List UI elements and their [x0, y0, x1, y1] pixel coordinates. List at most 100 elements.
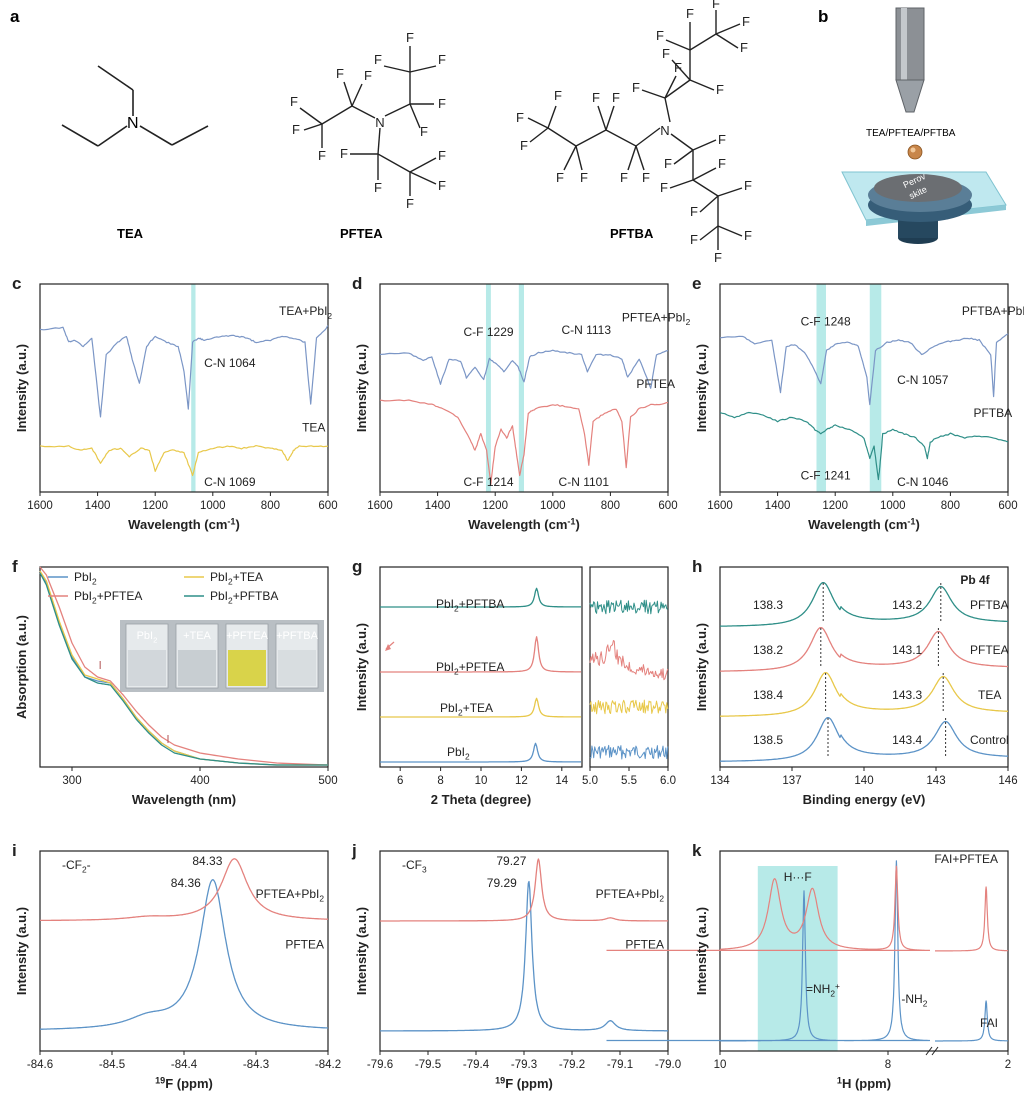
highlight-band — [485, 284, 491, 492]
line-break — [930, 948, 934, 954]
highlight-band — [191, 284, 196, 492]
bond — [664, 79, 691, 99]
y-axis-label: Intensity (a.u.) — [354, 344, 369, 432]
fluorine-atom: F — [656, 28, 664, 43]
bond — [563, 145, 577, 171]
bond — [715, 33, 739, 49]
fluorine-atom: F — [438, 178, 446, 193]
bond — [671, 59, 691, 81]
x-tick-label: 400 — [190, 775, 209, 787]
fluorine-atom: F — [742, 14, 750, 29]
panel-letter-j: j — [351, 841, 357, 860]
bond — [377, 127, 381, 155]
panel-d: d C-F 1229 C-N 1113 PFTEA+PbI2​ PFTEA C-F 121… — [352, 274, 691, 532]
peak-label: =NH2+​ — [806, 981, 840, 999]
x-tick-label: 1200 — [822, 500, 848, 512]
fluorine-atom: F — [290, 94, 298, 109]
series-line — [40, 879, 328, 1030]
series-line — [606, 865, 931, 951]
x-tick-label: 8 — [885, 1059, 891, 1071]
bond — [351, 105, 376, 119]
vial-liquid — [128, 650, 166, 686]
legend-label: PbI2​+PFTBA — [210, 589, 278, 606]
series-line — [380, 742, 581, 763]
fluorine-atom: F — [374, 180, 382, 195]
fluorine-atom: F — [592, 90, 600, 105]
bond — [664, 97, 671, 123]
highlight-band — [869, 284, 882, 492]
bond — [635, 145, 645, 171]
x-axis-label: Wavelength (cm-1​) — [808, 516, 920, 532]
bond — [321, 105, 353, 125]
bond — [717, 187, 743, 197]
x-tick-label: -79.2 — [559, 1059, 585, 1071]
panel-k: k H···F FAI FAI+PFTEA =NH2+​ -NH2​ 10 8 2 1H (ppm… — [606, 841, 1011, 1091]
vial-label: +PFTEA — [226, 630, 269, 642]
x-tick-label: 5.0 — [582, 775, 598, 787]
inset-noise-line — [589, 744, 669, 760]
plot-frame — [379, 283, 669, 493]
peak-annotation: C-N 1057 — [897, 373, 949, 387]
fluorine-atom: F — [718, 156, 726, 171]
x-tick-label: -79.4 — [463, 1059, 490, 1071]
x-tick-label: 500 — [318, 775, 337, 787]
peak-value-label: 84.36 — [171, 876, 201, 890]
x-tick-label: 1600 — [707, 500, 733, 512]
series-line — [379, 399, 668, 485]
x-axis-label: Binding energy (eV) — [803, 792, 926, 807]
plot-frame — [39, 566, 329, 768]
peak-annotation: PFTEA — [636, 377, 675, 391]
x-axis-label: 2 Theta (degree) — [431, 792, 531, 807]
x-tick-label: 600 — [998, 500, 1017, 512]
fluorine-atom: F — [420, 124, 428, 139]
bond — [409, 157, 437, 173]
fluorine-atom: F — [744, 178, 752, 193]
series-line — [40, 858, 328, 922]
bond — [575, 129, 607, 147]
bond — [575, 145, 583, 171]
axis-break — [931, 1046, 939, 1056]
bond — [689, 33, 717, 51]
legend-label: PbI2​+TEA — [210, 570, 263, 587]
peak-annotation: PFTBA+PbI2​ — [962, 304, 1024, 321]
fluorine-atom: F — [364, 68, 372, 83]
vial-liquid — [178, 650, 216, 686]
panel-f: fPbI2​+TEA+PFTEA+PFTBAPbI2​PbI2​+TEAPbI2… — [12, 557, 338, 807]
bond — [527, 117, 549, 129]
fluorine-atom: F — [714, 250, 722, 265]
fluorine-atom: F — [620, 170, 628, 185]
group-label: -CF2​- — [62, 858, 91, 875]
x-tick-label: 1000 — [880, 500, 906, 512]
fluorine-atom: F — [674, 60, 682, 75]
panel-letter-c: c — [12, 274, 21, 293]
peak-annotation: C-N 1046 — [897, 475, 949, 489]
y-axis-label: Absorption (a.u.) — [14, 615, 29, 719]
peak-value-label: 79.29 — [487, 876, 517, 890]
bond — [529, 127, 549, 143]
x-tick-label: 1400 — [765, 500, 791, 512]
bond — [635, 127, 661, 147]
peak-annotation: C-F 1241 — [801, 469, 851, 483]
peak-value-label: 143.2 — [892, 598, 922, 612]
molecule-label-pftba: PFTBA — [610, 226, 654, 241]
x-tick-label: 1200 — [142, 500, 168, 512]
peak-value-label: 143.3 — [892, 688, 922, 702]
series-label: FAI+PFTEA — [934, 852, 998, 866]
fluorine-atom: F — [406, 30, 414, 45]
panel-letter-i: i — [12, 841, 17, 860]
x-tick-label: 140 — [854, 775, 873, 787]
bond — [692, 179, 719, 197]
plot-frame — [39, 283, 329, 493]
molecule-label-tea: TEA — [117, 226, 144, 241]
bond — [673, 149, 694, 165]
nitrogen-atom: N — [660, 123, 669, 138]
series-label: PbI2​ — [447, 745, 470, 762]
fluorine-atom: F — [686, 6, 694, 21]
tea-n-atom: N — [127, 115, 139, 132]
bond — [605, 105, 615, 131]
series-line — [379, 349, 669, 389]
vial-label: +PFTBA — [276, 630, 319, 642]
x-axis-label: Wavelength (cm-1​) — [128, 516, 240, 532]
series-line — [934, 886, 1009, 952]
